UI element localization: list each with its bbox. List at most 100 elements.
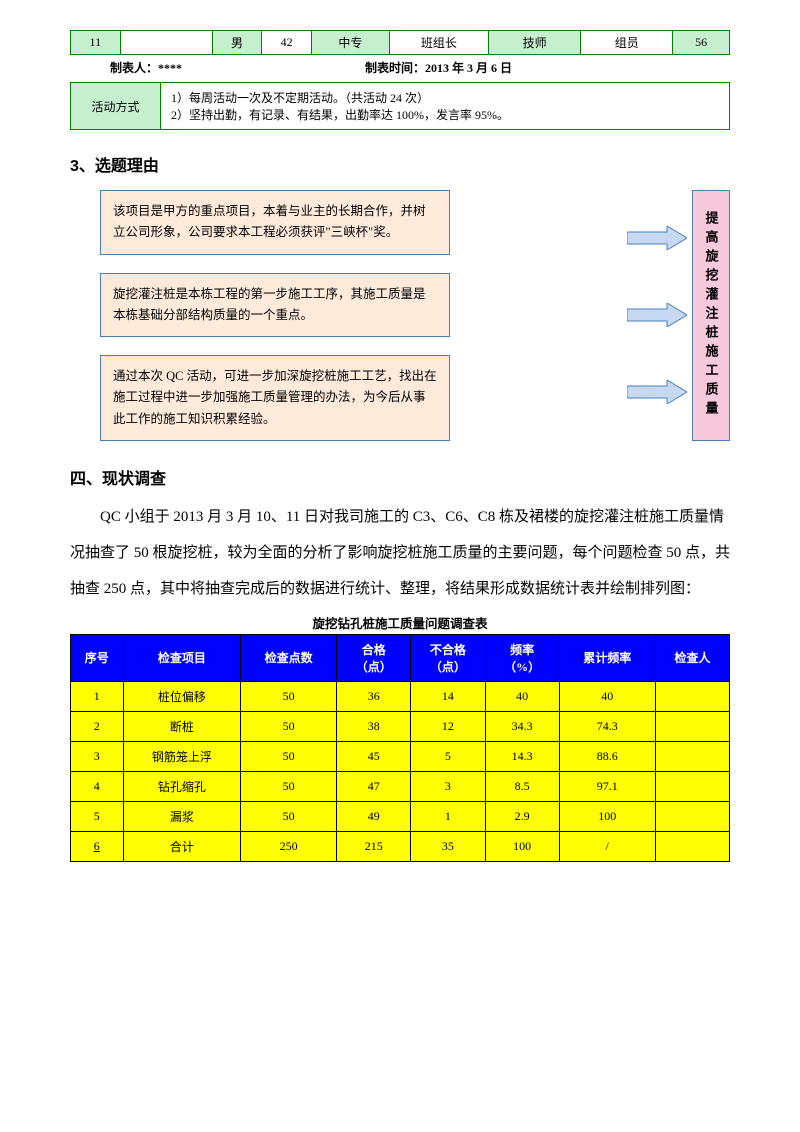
reason-diagram: 该项目是甲方的重点项目，本着与业主的长期合作，并树立公司形象，公司要求本工程必须… [70, 190, 730, 441]
th-fail: 不合格 （点） [411, 634, 485, 681]
table-cell [655, 681, 729, 711]
table-cell: 50 [241, 681, 337, 711]
table-cell: 38 [337, 711, 411, 741]
goal-box: 提高旋挖灌注桩施工质量 [692, 190, 730, 441]
cell-edu: 中专 [311, 31, 389, 55]
table-cell: 250 [241, 831, 337, 861]
table-cell: / [559, 831, 655, 861]
activity-line1: 1）每周活动一次及不定期活动。（共活动 24 次） [171, 89, 719, 106]
cell-age: 42 [262, 31, 312, 55]
author-value: **** [158, 61, 182, 75]
table-cell: 3 [71, 741, 124, 771]
table-row: 5漏浆504912.9100 [71, 801, 730, 831]
th-pass: 合格 （点） [337, 634, 411, 681]
table-row: 1桩位偏移5036144040 [71, 681, 730, 711]
activity-table: 活动方式 1）每周活动一次及不定期活动。（共活动 24 次） 2）坚持出勤，有记… [70, 82, 730, 130]
arrow-column [622, 190, 692, 441]
section3-title: 3、选题理由 [70, 152, 730, 176]
th-points: 检查点数 [241, 634, 337, 681]
table-cell: 97.1 [559, 771, 655, 801]
table-cell [655, 741, 729, 771]
survey-header-row: 序号 检查项目 检查点数 合格 （点） 不合格 （点） 频率 （%） 累计频率 … [71, 634, 730, 681]
table-cell: 1 [71, 681, 124, 711]
cell-num: 56 [673, 31, 730, 55]
table-cell: 50 [241, 711, 337, 741]
table-cell: 2.9 [485, 801, 559, 831]
table-row: 2断桩50381234.374.3 [71, 711, 730, 741]
table-cell: 8.5 [485, 771, 559, 801]
member-row: 11 男 42 中专 班组长 技师 组员 56 [71, 31, 730, 55]
cell-job: 班组长 [389, 31, 488, 55]
table-cell: 88.6 [559, 741, 655, 771]
table-cell: 49 [337, 801, 411, 831]
survey-table: 序号 检查项目 检查点数 合格 （点） 不合格 （点） 频率 （%） 累计频率 … [70, 634, 730, 862]
cell-seq: 11 [71, 31, 121, 55]
author-label: 制表人： [110, 61, 158, 75]
reason-boxes: 该项目是甲方的重点项目，本着与业主的长期合作，并树立公司形象，公司要求本工程必须… [70, 190, 622, 441]
table-cell: 50 [241, 771, 337, 801]
cell-gender: 男 [212, 31, 262, 55]
table-cell: 3 [411, 771, 485, 801]
survey-table-title: 旋挖钻孔桩施工质量问题调查表 [70, 613, 730, 632]
table-cell: 2 [71, 711, 124, 741]
table-cell [655, 801, 729, 831]
table-cell: 12 [411, 711, 485, 741]
table-cell: 6 [71, 831, 124, 861]
meta-line: 制表人：**** 制表时间：2013 年 3 月 6 日 [70, 55, 730, 80]
table-cell [655, 711, 729, 741]
time-label: 制表时间： [365, 61, 425, 75]
activity-line2: 2）坚持出勤，有记录、有结果，出勤率达 100%，发言率 95%。 [171, 106, 719, 123]
table-cell: 100 [485, 831, 559, 861]
survey-tbody: 1桩位偏移50361440402断桩50381234.374.33钢筋笼上浮50… [71, 681, 730, 861]
table-cell: 14 [411, 681, 485, 711]
reason-box-2: 旋挖灌注桩是本栋工程的第一步施工工序，其施工质量是本栋基础分部结构质量的一个重点… [100, 273, 450, 338]
table-cell: 5 [411, 741, 485, 771]
table-cell: 1 [411, 801, 485, 831]
table-cell: 215 [337, 831, 411, 861]
table-cell: 40 [559, 681, 655, 711]
th-freq: 频率 （%） [485, 634, 559, 681]
table-cell: 36 [337, 681, 411, 711]
table-cell [655, 831, 729, 861]
table-cell: 5 [71, 801, 124, 831]
table-cell: 断桩 [123, 711, 241, 741]
activity-label: 活动方式 [71, 83, 161, 130]
table-cell: 4 [71, 771, 124, 801]
table-cell: 40 [485, 681, 559, 711]
section4-paragraph: QC 小组于 2013 月 3 月 10、11 日对我司施工的 C3、C6、C8… [70, 499, 730, 607]
arrow-icon [627, 380, 687, 404]
table-cell: 50 [241, 741, 337, 771]
table-cell: 14.3 [485, 741, 559, 771]
table-row: 6合计25021535100/ [71, 831, 730, 861]
cell-title: 技师 [489, 31, 581, 55]
member-table: 11 男 42 中专 班组长 技师 组员 56 [70, 30, 730, 55]
cell-name [120, 31, 212, 55]
th-inspector: 检查人 [655, 634, 729, 681]
table-cell: 钢筋笼上浮 [123, 741, 241, 771]
reason-box-1: 该项目是甲方的重点项目，本着与业主的长期合作，并树立公司形象，公司要求本工程必须… [100, 190, 450, 255]
section4-title: 四、现状调查 [70, 465, 730, 489]
table-cell: 34.3 [485, 711, 559, 741]
table-cell: 45 [337, 741, 411, 771]
time-value: 2013 年 3 月 6 日 [425, 61, 512, 75]
table-cell: 漏浆 [123, 801, 241, 831]
table-row: 4钻孔缩孔504738.597.1 [71, 771, 730, 801]
table-cell: 35 [411, 831, 485, 861]
th-cumfreq: 累计频率 [559, 634, 655, 681]
table-cell: 桩位偏移 [123, 681, 241, 711]
table-cell: 47 [337, 771, 411, 801]
reason-box-3: 通过本次 QC 活动，可进一步加深旋挖桩施工工艺，找出在施工过程中进一步加强施工… [100, 355, 450, 441]
table-cell: 50 [241, 801, 337, 831]
table-row: 3钢筋笼上浮5045514.388.6 [71, 741, 730, 771]
table-cell: 74.3 [559, 711, 655, 741]
th-seq: 序号 [71, 634, 124, 681]
arrow-icon [627, 226, 687, 250]
table-cell: 钻孔缩孔 [123, 771, 241, 801]
table-cell [655, 771, 729, 801]
cell-role: 组员 [581, 31, 673, 55]
activity-content: 1）每周活动一次及不定期活动。（共活动 24 次） 2）坚持出勤，有记录、有结果… [161, 83, 730, 130]
table-cell: 合计 [123, 831, 241, 861]
arrow-icon [627, 303, 687, 327]
table-cell: 100 [559, 801, 655, 831]
th-item: 检查项目 [123, 634, 241, 681]
